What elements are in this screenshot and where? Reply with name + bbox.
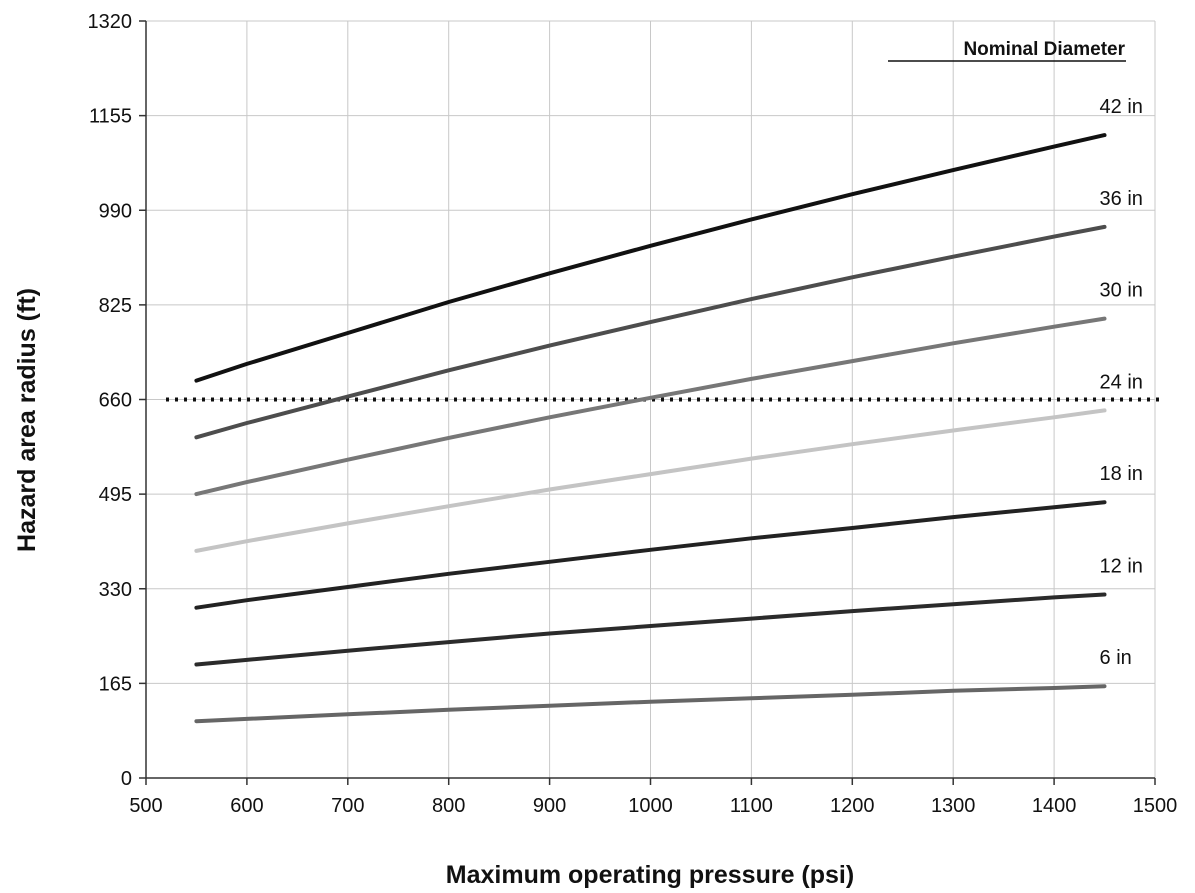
series-line-18-in — [194, 500, 1107, 610]
x-tick-label: 1300 — [931, 795, 976, 817]
legend-title: Nominal Diameter — [963, 39, 1125, 60]
series-line-12-in — [194, 592, 1107, 667]
y-axis-title: Hazard area radius (ft) — [13, 288, 41, 552]
x-tick-label: 900 — [533, 795, 566, 817]
x-tick-label: 800 — [432, 795, 465, 817]
x-tick-label: 1400 — [1032, 795, 1077, 817]
series-label: 24 in — [1100, 371, 1143, 393]
series-label: 30 in — [1100, 280, 1143, 302]
series-label: 6 in — [1100, 647, 1132, 669]
y-tick-label: 330 — [99, 579, 132, 601]
series-line-30-in — [194, 316, 1107, 497]
series-label: 12 in — [1100, 555, 1143, 577]
y-tick-label: 1320 — [88, 11, 133, 33]
x-tick-label: 1200 — [830, 795, 875, 817]
x-axis-title: Maximum operating pressure (psi) — [446, 861, 854, 889]
y-tick-label: 825 — [99, 295, 132, 317]
series-label: 36 in — [1100, 188, 1143, 210]
y-tick-label: 990 — [99, 200, 132, 222]
series-label: 42 in — [1100, 96, 1143, 118]
x-tick-label: 1500 — [1133, 795, 1178, 817]
x-tick-label: 500 — [129, 795, 162, 817]
y-tick-label: 660 — [99, 390, 132, 412]
x-tick-label: 1100 — [730, 795, 773, 817]
tick-labels: 500 600 700 800 900 1000 1100 1200 1300 1400 1500 0… — [88, 11, 1178, 817]
series-line-24-in — [194, 408, 1107, 553]
series-line-36-in — [194, 224, 1107, 440]
series-label: 18 in — [1100, 463, 1143, 485]
axes — [139, 20, 1156, 785]
series-lines — [194, 133, 1107, 724]
y-tick-label: 0 — [121, 768, 132, 790]
x-tick-label: 600 — [230, 795, 263, 817]
legend: 42 in 36 in 30 in 24 in 18 in 12 in 6 in Nomina… — [888, 39, 1143, 669]
y-tick-label: 165 — [99, 673, 132, 695]
x-tick-label: 1000 — [628, 795, 673, 817]
y-tick-label: 495 — [99, 484, 132, 506]
series-line-42-in — [194, 133, 1107, 383]
x-tick-label: 700 — [331, 795, 364, 817]
y-tick-label: 1155 — [89, 106, 132, 128]
series-line-6-in — [194, 684, 1107, 724]
